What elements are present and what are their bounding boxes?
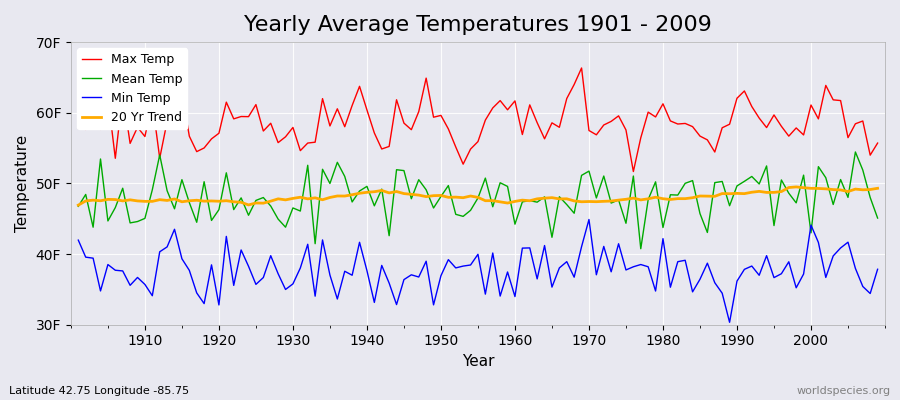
- 20 Yr Trend: [132, 198, 143, 203]
- Min Temp: [872, 267, 883, 272]
- 20 Yr Trend: [872, 186, 883, 191]
- Max Temp: [628, 169, 639, 174]
- Mean Temp: [132, 219, 143, 224]
- Mean Temp: [295, 209, 306, 214]
- Max Temp: [73, 96, 84, 101]
- Mean Temp: [509, 222, 520, 226]
- Line: 20 Yr Trend: 20 Yr Trend: [78, 187, 878, 205]
- 20 Yr Trend: [502, 201, 513, 206]
- Text: worldspecies.org: worldspecies.org: [796, 386, 891, 396]
- Mean Temp: [73, 204, 84, 209]
- Min Temp: [502, 270, 513, 274]
- 20 Yr Trend: [295, 195, 306, 200]
- Max Temp: [872, 141, 883, 146]
- Mean Temp: [339, 174, 350, 179]
- Min Temp: [295, 266, 306, 270]
- Max Temp: [132, 125, 143, 130]
- Min Temp: [339, 269, 350, 274]
- Max Temp: [295, 148, 306, 153]
- Min Temp: [132, 275, 143, 280]
- Mean Temp: [872, 216, 883, 220]
- Max Temp: [502, 107, 513, 112]
- Min Temp: [724, 320, 735, 325]
- 20 Yr Trend: [73, 203, 84, 208]
- 20 Yr Trend: [598, 199, 609, 204]
- Min Temp: [509, 294, 520, 299]
- Max Temp: [606, 119, 616, 124]
- Mean Temp: [635, 246, 646, 251]
- Line: Mean Temp: Mean Temp: [78, 152, 878, 249]
- 20 Yr Trend: [791, 184, 802, 189]
- Max Temp: [509, 98, 520, 103]
- Line: Min Temp: Min Temp: [78, 220, 878, 322]
- Text: Latitude 42.75 Longitude -85.75: Latitude 42.75 Longitude -85.75: [9, 386, 189, 396]
- Max Temp: [576, 66, 587, 70]
- Title: Yearly Average Temperatures 1901 - 2009: Yearly Average Temperatures 1901 - 2009: [244, 15, 712, 35]
- 20 Yr Trend: [339, 194, 350, 198]
- X-axis label: Year: Year: [462, 354, 494, 369]
- Mean Temp: [850, 150, 860, 154]
- Legend: Max Temp, Mean Temp, Min Temp, 20 Yr Trend: Max Temp, Mean Temp, Min Temp, 20 Yr Tre…: [77, 48, 187, 129]
- Min Temp: [606, 269, 616, 274]
- Max Temp: [339, 124, 350, 129]
- Min Temp: [73, 238, 84, 242]
- Y-axis label: Temperature: Temperature: [15, 135, 30, 232]
- 20 Yr Trend: [509, 199, 520, 204]
- Mean Temp: [502, 184, 513, 189]
- Min Temp: [583, 217, 594, 222]
- Line: Max Temp: Max Temp: [78, 68, 878, 172]
- Mean Temp: [598, 174, 609, 178]
